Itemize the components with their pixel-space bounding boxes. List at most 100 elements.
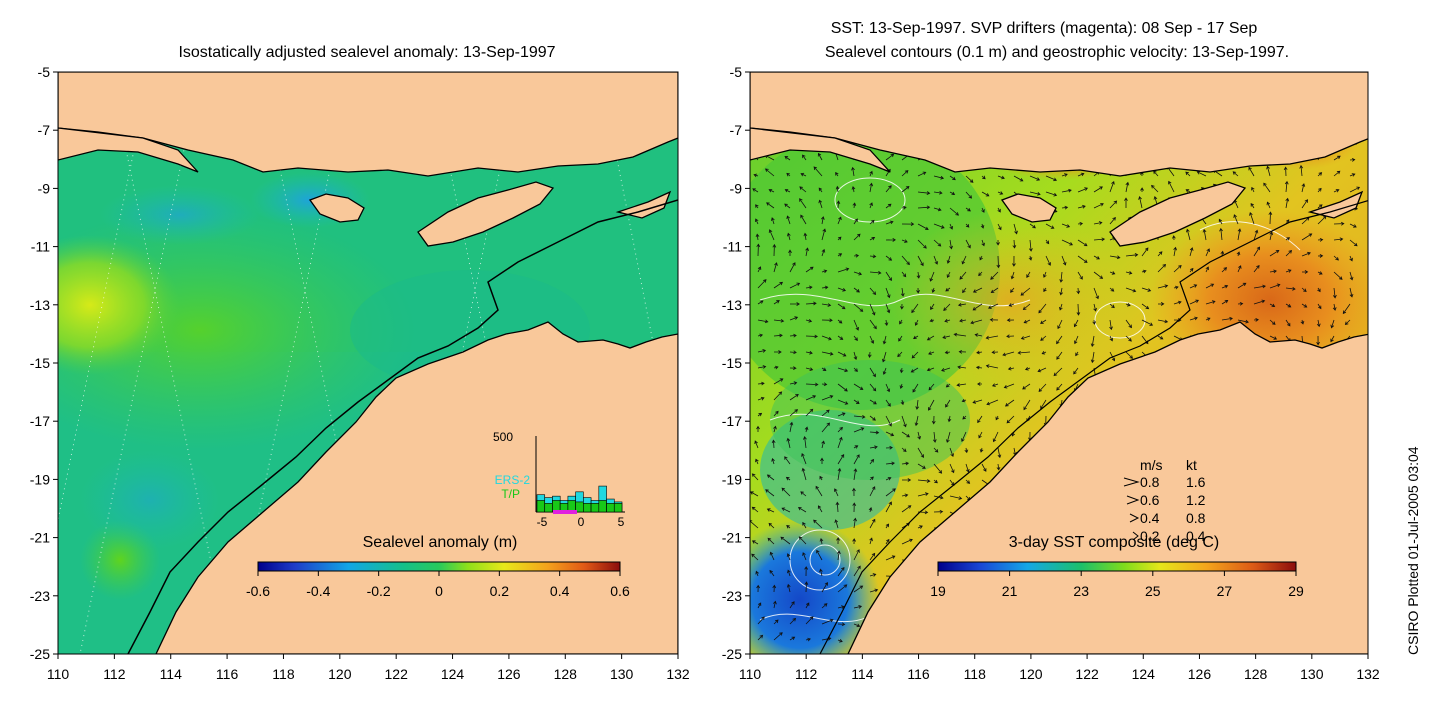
histogram-bar-tp xyxy=(583,503,592,513)
velocity-arrow xyxy=(773,425,777,433)
velocity-arrow xyxy=(917,479,931,483)
velocity-arrow xyxy=(899,383,904,389)
velocity-arrow xyxy=(836,200,841,209)
velocity-arrow xyxy=(900,287,905,297)
velocity-arrow xyxy=(1249,211,1255,225)
velocity-arrow xyxy=(1093,237,1106,242)
sealevel-map xyxy=(58,72,678,654)
left-lat-tick: -15 xyxy=(30,355,50,371)
velocity-arrow xyxy=(768,189,775,193)
velocity-arrow xyxy=(1284,180,1289,193)
velocity-arrow xyxy=(884,319,889,327)
velocity-arrow xyxy=(1221,300,1229,305)
velocity-arrow xyxy=(1125,287,1137,293)
left-lat-tick: -17 xyxy=(30,413,50,429)
velocity-legend: m/s kt 0.8 1.6 0.6 1.2 0.4 0.8 0.2 0.4 xyxy=(1123,457,1206,544)
velocity-arrow xyxy=(1248,166,1255,177)
velocity-arrow xyxy=(1023,399,1031,411)
velocity-arrow xyxy=(961,255,967,265)
sealevel-colorbar: Sealevel anomaly (m) -0.6 -0.4 -0.2 0 0.2 0.4… xyxy=(246,534,630,599)
velocity-arrow xyxy=(821,582,828,593)
velocity-arrow xyxy=(1002,351,1015,357)
velocity-arrow xyxy=(853,454,860,465)
velocity-arrow xyxy=(755,218,759,225)
velocity-arrow xyxy=(1251,186,1255,193)
left-lat-tick: -5 xyxy=(38,64,51,80)
velocity-arrow xyxy=(1236,251,1241,257)
velocity-arrow xyxy=(976,350,983,355)
velocity-arrow xyxy=(1268,211,1273,225)
velocity-arrow xyxy=(977,415,983,424)
left-lat-tick: -19 xyxy=(30,471,50,487)
right-lat-tick: -17 xyxy=(722,413,742,429)
velocity-arrow xyxy=(800,214,807,225)
velocity-arrow xyxy=(917,239,927,249)
velocity-arrow xyxy=(1043,271,1047,278)
velocity-arrow xyxy=(834,488,839,497)
velocity-arrow xyxy=(1285,303,1292,308)
left-lon-tick: 116 xyxy=(216,666,239,682)
velocity-arrow xyxy=(1237,282,1247,289)
velocity-arrow xyxy=(821,382,828,387)
velocity-arrow xyxy=(1012,239,1017,249)
histogram-xtick: 5 xyxy=(618,515,625,529)
velocity-arrow xyxy=(1283,166,1288,177)
velocity-arrow xyxy=(1173,300,1182,305)
velocity-arrow xyxy=(773,410,779,417)
velocity-arrow xyxy=(1045,255,1051,266)
velocity-arrow xyxy=(975,365,983,370)
velocity-arrow xyxy=(929,318,935,323)
velocity-arrow xyxy=(805,285,813,290)
velocity-arrow xyxy=(766,508,775,513)
velocity-arrow xyxy=(869,399,877,405)
velocity-arrow xyxy=(915,399,920,410)
velocity-arrow xyxy=(1218,218,1223,225)
right-lat-tick: -23 xyxy=(722,588,742,604)
velocity-arrow xyxy=(1269,231,1274,241)
velocity-arrow xyxy=(820,457,824,464)
right-lon-tick: 126 xyxy=(1188,666,1212,682)
velocity-arrow xyxy=(757,602,762,609)
velocity-arrow xyxy=(885,287,891,299)
velocity-arrow xyxy=(1317,204,1323,209)
velocity-arrow xyxy=(1157,251,1163,257)
velocity-arrow xyxy=(1233,214,1239,225)
velocity-arrow xyxy=(1253,299,1266,305)
velocity-arrow xyxy=(977,382,982,386)
velocity-arrow xyxy=(917,191,931,195)
velocity-arrow xyxy=(1232,171,1239,177)
velocity-arrow xyxy=(837,454,845,465)
left-lon-tick: 120 xyxy=(328,666,352,682)
velocity-arrow xyxy=(851,186,856,193)
velocity-arrow xyxy=(756,425,760,432)
velocity-legend-header-ms: m/s xyxy=(1140,457,1163,473)
shelf-contour xyxy=(819,199,1368,654)
velocity-arrow xyxy=(1316,319,1321,328)
velocity-arrow xyxy=(757,616,765,625)
velocity-arrow xyxy=(933,239,942,247)
velocity-arrow xyxy=(1269,303,1276,307)
right-lat-tick: -21 xyxy=(722,530,742,546)
right-lon-axis: 110 112 114 116 118 120 122 124 126 128 130 132 xyxy=(739,654,1380,682)
velocity-arrow xyxy=(901,271,907,278)
velocity-arrow xyxy=(821,367,827,371)
velocity-arrow xyxy=(788,249,792,256)
velocity-arrow xyxy=(755,204,759,209)
velocity-arrow xyxy=(979,447,984,453)
velocity-arrow xyxy=(962,415,967,420)
velocity-arrow xyxy=(949,175,956,181)
velocity-arrow xyxy=(1317,237,1324,242)
right-panel-title-2: Sealevel contours (0.1 m) and geostrophi… xyxy=(825,44,1289,61)
velocity-arrow xyxy=(885,538,890,545)
velocity-arrow xyxy=(1061,173,1068,177)
velocity-arrow xyxy=(965,191,973,199)
velocity-arrow xyxy=(1075,351,1079,357)
velocity-arrow xyxy=(885,255,893,261)
velocity-arrow xyxy=(869,588,879,593)
velocity-arrow xyxy=(1090,351,1095,364)
velocity-arrow xyxy=(1056,351,1063,360)
velocity-arrow xyxy=(835,501,840,513)
left-lon-tick: 128 xyxy=(554,666,578,682)
velocity-arrow xyxy=(773,600,777,609)
sealevel-high-anomaly xyxy=(58,235,180,375)
